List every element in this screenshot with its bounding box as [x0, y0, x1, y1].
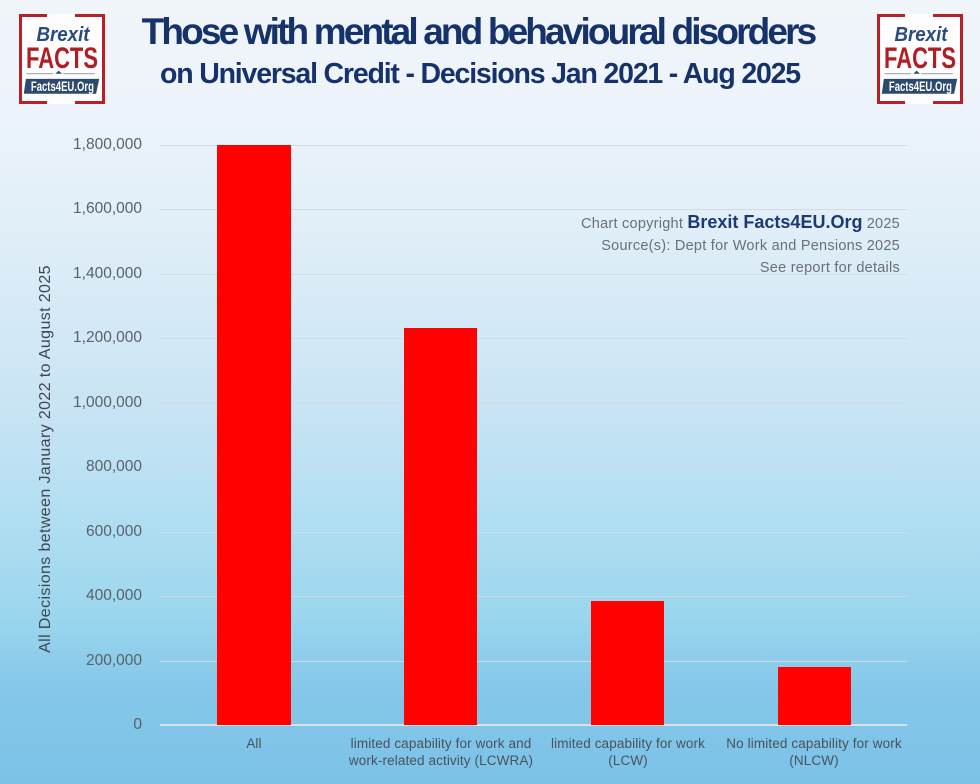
- svg-text:Facts4EU.Org: Facts4EU.Org: [889, 78, 952, 94]
- svg-text:FACTS: FACTS: [26, 42, 98, 75]
- svg-text:Brexit: Brexit: [895, 24, 949, 46]
- svg-text:Brexit: Brexit: [37, 24, 91, 46]
- svg-text:Facts4EU.Org: Facts4EU.Org: [31, 78, 94, 94]
- svg-text:FACTS: FACTS: [884, 42, 956, 75]
